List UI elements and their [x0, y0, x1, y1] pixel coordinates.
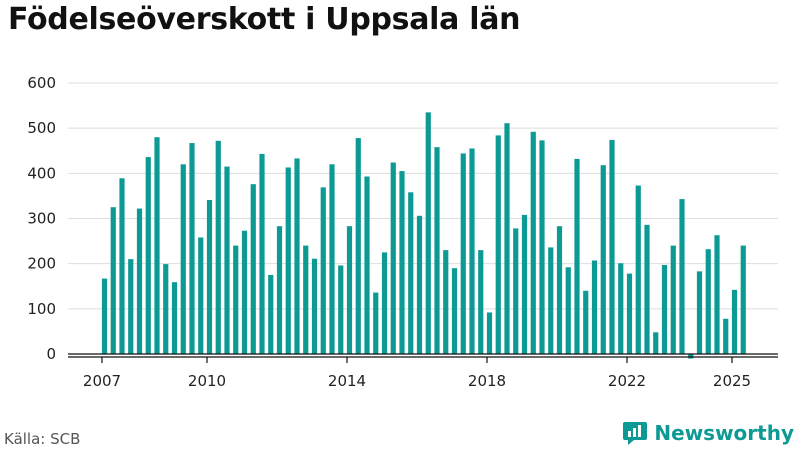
brand-name: Newsworthy — [654, 421, 794, 445]
bar-2021-q1 — [591, 260, 598, 354]
bar-2025-q2 — [740, 245, 746, 354]
y-tick-label-300: 300 — [27, 210, 56, 228]
x-tick-label-2018: 2018 — [468, 372, 506, 390]
bar-2010-q1 — [206, 199, 213, 354]
bar-2011-q1 — [241, 230, 248, 354]
bar-2012-q2 — [285, 167, 291, 354]
bar-2015-q2 — [390, 162, 396, 354]
bar-2022-q2 — [635, 185, 641, 354]
bar-2015-q3 — [399, 171, 405, 354]
y-tick-label-500: 500 — [27, 119, 56, 137]
bar-2020-q4 — [583, 290, 589, 354]
bar-2016-q4 — [443, 250, 449, 354]
bar-2024-q3 — [714, 235, 720, 354]
bar-2019-q3 — [539, 140, 545, 354]
bar-2018-q1 — [486, 312, 493, 354]
bar-2018-q2 — [495, 135, 501, 354]
bar-2020-q1 — [556, 226, 563, 354]
bar-2014-q4 — [373, 292, 379, 354]
bar-2024-q1 — [696, 271, 703, 354]
bar-2010-q4 — [233, 245, 239, 354]
bar-2010-q3 — [224, 166, 230, 354]
bar-2020-q3 — [574, 158, 580, 354]
bar-2022-q4 — [653, 332, 659, 354]
bar-2008-q4 — [163, 264, 169, 354]
y-tick-label-100: 100 — [27, 300, 56, 318]
bar-2023-q1 — [661, 265, 668, 354]
bar-2012-q1 — [276, 226, 283, 354]
page-title: Födelseöverskott i Uppsala län — [8, 2, 521, 37]
grid-lines — [68, 82, 778, 310]
bar-2010-q2 — [215, 140, 221, 354]
bar-2007-q4 — [128, 259, 134, 354]
bar-2009-q1 — [171, 282, 178, 354]
newsworthy-logo-icon — [623, 422, 648, 445]
bar-2017-q3 — [469, 148, 475, 354]
bar-2020-q2 — [565, 267, 571, 354]
bar-2013-q3 — [329, 164, 335, 354]
x-tick-label-2014: 2014 — [328, 372, 366, 390]
x-tick-label-2022: 2022 — [608, 372, 646, 390]
bar-2013-q4 — [338, 265, 344, 354]
x-axis — [68, 353, 778, 363]
bar-chart: 0 100 200 300 400 500 600 2007 2010 2014 2018 2022… — [27, 74, 778, 390]
bar-2019-q1 — [521, 214, 528, 354]
bar-2018-q4 — [513, 228, 519, 354]
x-axis-labels: 2007 2010 2014 2018 2022 2025 — [83, 372, 751, 390]
bar-2025-q1 — [731, 289, 738, 354]
bar-2013-q2 — [320, 187, 326, 354]
bar-2014-q3 — [364, 176, 370, 354]
bar-2023-q2 — [670, 245, 676, 354]
bar-2007-q1 — [101, 278, 108, 354]
bar-2023-q4 — [688, 354, 694, 359]
bar-2021-q3 — [609, 139, 615, 354]
y-axis-labels: 0 100 200 300 400 500 600 — [27, 74, 56, 363]
x-tick-label-2025: 2025 — [713, 372, 751, 390]
bar-2009-q2 — [180, 164, 186, 354]
bar-2023-q3 — [679, 199, 685, 354]
bar-2024-q2 — [705, 249, 711, 354]
brand: Newsworthy — [622, 420, 794, 446]
bar-2007-q2 — [110, 207, 116, 354]
bar-2011-q2 — [250, 184, 256, 354]
bar-2008-q1 — [136, 208, 143, 354]
bar-2024-q4 — [723, 318, 729, 354]
x-tick-label-2010: 2010 — [188, 372, 226, 390]
y-tick-label-200: 200 — [27, 255, 56, 273]
y-tick-label-400: 400 — [27, 164, 56, 182]
bar-2018-q3 — [504, 123, 510, 354]
bar-2015-q1 — [381, 252, 388, 355]
bar-2014-q1 — [346, 226, 353, 354]
bar-2007-q3 — [119, 178, 125, 354]
bar-2014-q2 — [355, 138, 361, 354]
bar-2008-q3 — [154, 137, 160, 354]
bars — [101, 112, 746, 359]
bar-2012-q3 — [294, 158, 300, 354]
bar-2016-q2 — [425, 112, 431, 354]
bar-2012-q4 — [303, 245, 309, 354]
bar-2008-q2 — [145, 157, 151, 354]
bar-2021-q4 — [618, 263, 624, 354]
x-tick-label-2007: 2007 — [83, 372, 121, 390]
bar-2021-q2 — [600, 165, 606, 354]
bar-2017-q1 — [451, 268, 458, 354]
bar-2009-q4 — [198, 237, 204, 354]
bar-2019-q4 — [548, 247, 554, 354]
bar-2011-q3 — [259, 153, 265, 354]
y-tick-label-0: 0 — [46, 345, 56, 363]
bar-2016-q3 — [434, 147, 440, 354]
bar-2017-q2 — [460, 153, 466, 354]
source-note: Källa: SCB — [4, 430, 81, 448]
bar-2022-q1 — [626, 273, 633, 354]
bar-2016-q1 — [416, 215, 423, 354]
bar-2009-q3 — [189, 143, 195, 354]
bar-2022-q3 — [644, 224, 650, 354]
y-tick-label-600: 600 — [27, 74, 56, 92]
bar-2017-q4 — [478, 250, 484, 354]
bar-2013-q1 — [311, 258, 318, 354]
bar-2011-q4 — [268, 274, 274, 354]
bar-2019-q2 — [530, 131, 536, 354]
bar-2015-q4 — [408, 192, 414, 354]
